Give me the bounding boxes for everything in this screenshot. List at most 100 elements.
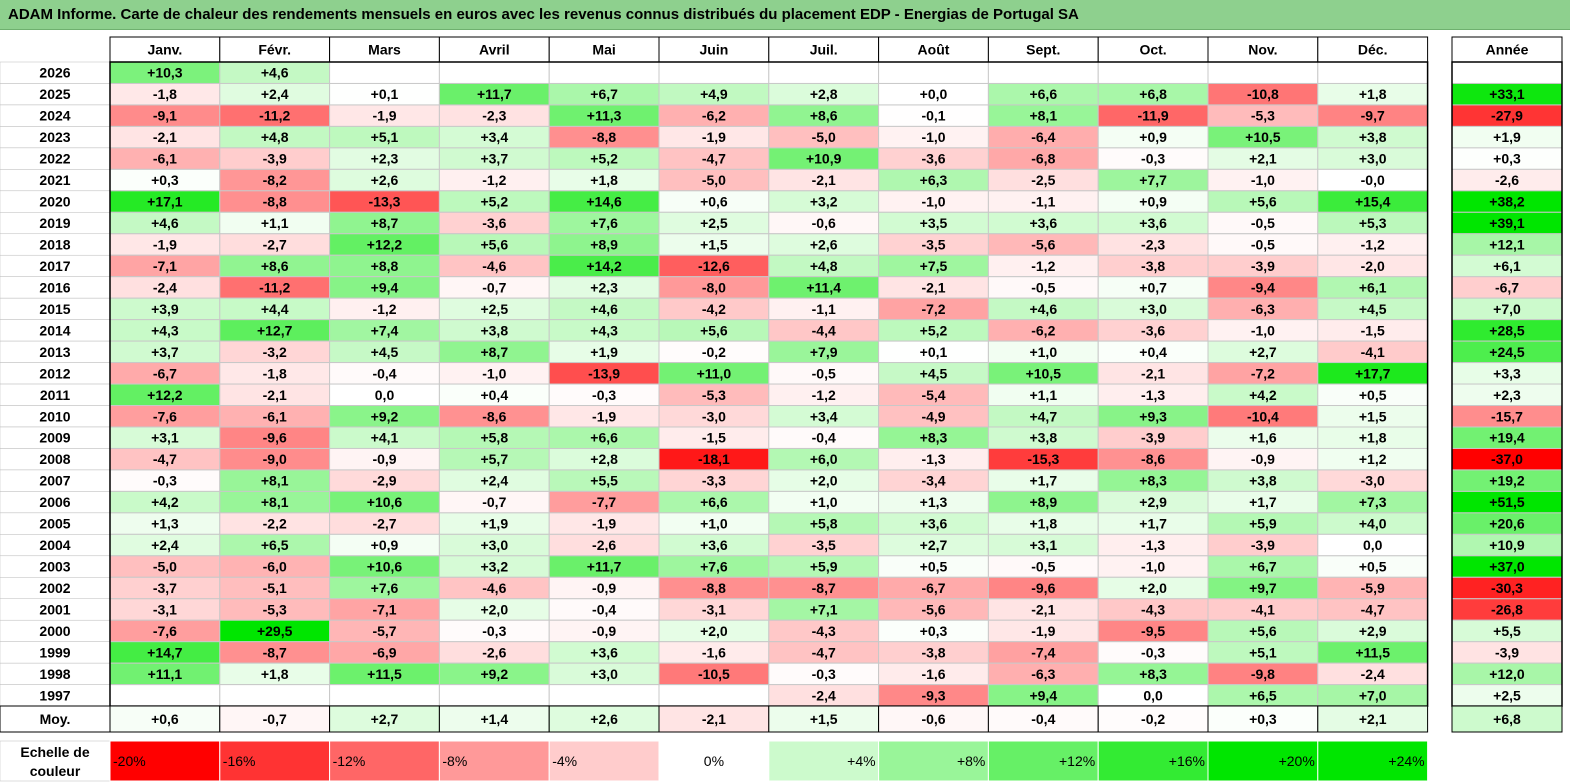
heatmap-cell-value: -0,4 (592, 601, 616, 617)
heatmap-cell-value: -3,9 (1251, 537, 1275, 553)
heatmap-cell-value: -1,9 (592, 408, 616, 424)
heatmap-cell-value: +0,5 (920, 559, 948, 575)
month-header-label: Juin (700, 42, 729, 58)
heatmap-cell-value: +4,8 (261, 129, 289, 145)
heatmap-cell-value: -0,0 (1361, 172, 1385, 188)
heatmap-cell-value: -0,3 (153, 473, 177, 489)
heatmap-cell-value: -2,1 (1031, 601, 1055, 617)
heatmap-cell-value: +5,2 (480, 194, 508, 210)
month-header-cell (109, 36, 221, 63)
heatmap-cell-value: -1,2 (482, 172, 506, 188)
heatmap-cell-value: -6,9 (372, 644, 396, 660)
heatmap-cell-value: +4,6 (151, 215, 179, 231)
heatmap-cell-value: -7,1 (153, 258, 177, 274)
heatmap-cell-value: +3,1 (151, 430, 179, 446)
heatmap-cell-value: +7,3 (1359, 494, 1387, 510)
heatmap-cell-value: -1,3 (1141, 537, 1165, 553)
heatmap-cell-value: -8,6 (482, 408, 506, 424)
year-total-value: -15,7 (1491, 408, 1523, 424)
heatmap-cell-value: +2,0 (810, 473, 838, 489)
year-total-value: +39,1 (1489, 215, 1525, 231)
heatmap-cell-value: -0,2 (702, 344, 726, 360)
scale-swatch-label: +20% (1279, 753, 1315, 769)
heatmap-cell (658, 61, 770, 84)
scale-swatch (329, 740, 440, 782)
heatmap-cell-value: +7,7 (1139, 172, 1167, 188)
heatmap-cell-value: -3,7 (153, 580, 177, 596)
row-year-label: 2005 (39, 516, 70, 532)
row-year-label: 2006 (39, 494, 70, 510)
heatmap-cell (658, 684, 770, 707)
year-total-value: +19,2 (1489, 473, 1525, 489)
heatmap-cell-value: +3,8 (1249, 473, 1277, 489)
month-header-label: Août (918, 42, 950, 58)
row-year-label: 2003 (39, 559, 70, 575)
heatmap-cell-value: -4,1 (1361, 344, 1385, 360)
heatmap-cell-value: -6,3 (1251, 301, 1275, 317)
month-header-label: Mars (368, 42, 401, 58)
scale-swatch (768, 740, 880, 782)
heatmap-cell-value: -7,4 (1031, 644, 1055, 660)
average-cell-value: +0,3 (1249, 711, 1277, 727)
average-cell-value: -0,6 (921, 711, 945, 727)
heatmap-cell-value: -2,0 (1361, 258, 1385, 274)
heatmap-cell-value: +1,1 (261, 215, 289, 231)
row-year-label: 2024 (39, 108, 70, 124)
heatmap-cell-value: -0,3 (482, 623, 506, 639)
heatmap-cell-value: +1,7 (1139, 516, 1167, 532)
year-total-value: -30,3 (1491, 580, 1523, 596)
heatmap-cell (987, 61, 1099, 84)
average-cell-value: +2,1 (1359, 711, 1387, 727)
scale-swatch (987, 740, 1099, 782)
heatmap-cell-value: -1,8 (263, 365, 287, 381)
heatmap-cell-value: +2,4 (261, 86, 289, 102)
heatmap-cell-value: -1,0 (1251, 172, 1275, 188)
heatmap-cell-value: -3,8 (921, 644, 945, 660)
heatmap-cell-value: +1,3 (151, 516, 179, 532)
heatmap-cell-value: -2,6 (482, 644, 506, 660)
heatmap-cell (1207, 61, 1319, 84)
heatmap-cell-value: -4,6 (482, 580, 506, 596)
heatmap-cell-value: +6,5 (261, 537, 289, 553)
heatmap-cell-value: +5,6 (480, 236, 508, 252)
row-year-label: 2002 (39, 580, 70, 596)
scale-swatch (878, 740, 989, 782)
heatmap-cell-value: -1,5 (702, 430, 726, 446)
heatmap-cell-value: +8,7 (480, 344, 508, 360)
heatmap-cell-value: -3,6 (482, 215, 506, 231)
heatmap-cell-value: +8,7 (371, 215, 399, 231)
heatmap-cell-value: -8,8 (592, 129, 616, 145)
heatmap-cell-value: +4,4 (261, 301, 289, 317)
heatmap-cell-value: -0,5 (1031, 559, 1055, 575)
heatmap-cell-value: +4,3 (151, 322, 179, 338)
year-total-value: +10,9 (1489, 537, 1525, 553)
average-label-cell (0, 705, 111, 733)
heatmap-cell-value: +2,0 (700, 623, 728, 639)
heatmap-cell-value: -2,1 (263, 387, 287, 403)
heatmap-cell-value: +5,1 (371, 129, 399, 145)
heatmap-cell-value: -2,7 (263, 236, 287, 252)
heatmap-cell-value: -1,0 (1141, 559, 1165, 575)
row-year-label: 2020 (39, 194, 70, 210)
heatmap-cell-value: -9,0 (263, 451, 287, 467)
heatmap-cell-value: -11,2 (259, 108, 290, 124)
heatmap-cell-value: +17,7 (1355, 365, 1391, 381)
year-total-value: -6,7 (1495, 279, 1519, 295)
year-total-value: +37,0 (1489, 559, 1525, 575)
heatmap-cell-value: -0,9 (592, 623, 616, 639)
heatmap-cell-value: -11,2 (259, 279, 290, 295)
heatmap-cell-value: -0,4 (372, 365, 396, 381)
heatmap-cell-value: -1,2 (1361, 236, 1385, 252)
row-year-label: 2023 (39, 129, 70, 145)
heatmap-cell-value: -1,9 (1031, 623, 1055, 639)
scale-swatch-label: -4% (552, 753, 577, 769)
heatmap-cell-value: +1,9 (590, 344, 618, 360)
heatmap-cell-value: +9,4 (371, 279, 399, 295)
heatmap-cell-value: -6,1 (153, 151, 177, 167)
heatmap-cell-value: -6,2 (1031, 322, 1055, 338)
heatmap-cell-value: -2,2 (263, 516, 287, 532)
heatmap-cell-value: -3,4 (921, 473, 945, 489)
row-year-label: 2013 (39, 344, 70, 360)
heatmap-cell-value: -0,5 (1031, 279, 1055, 295)
heatmap-cell-value: +4,3 (590, 322, 618, 338)
